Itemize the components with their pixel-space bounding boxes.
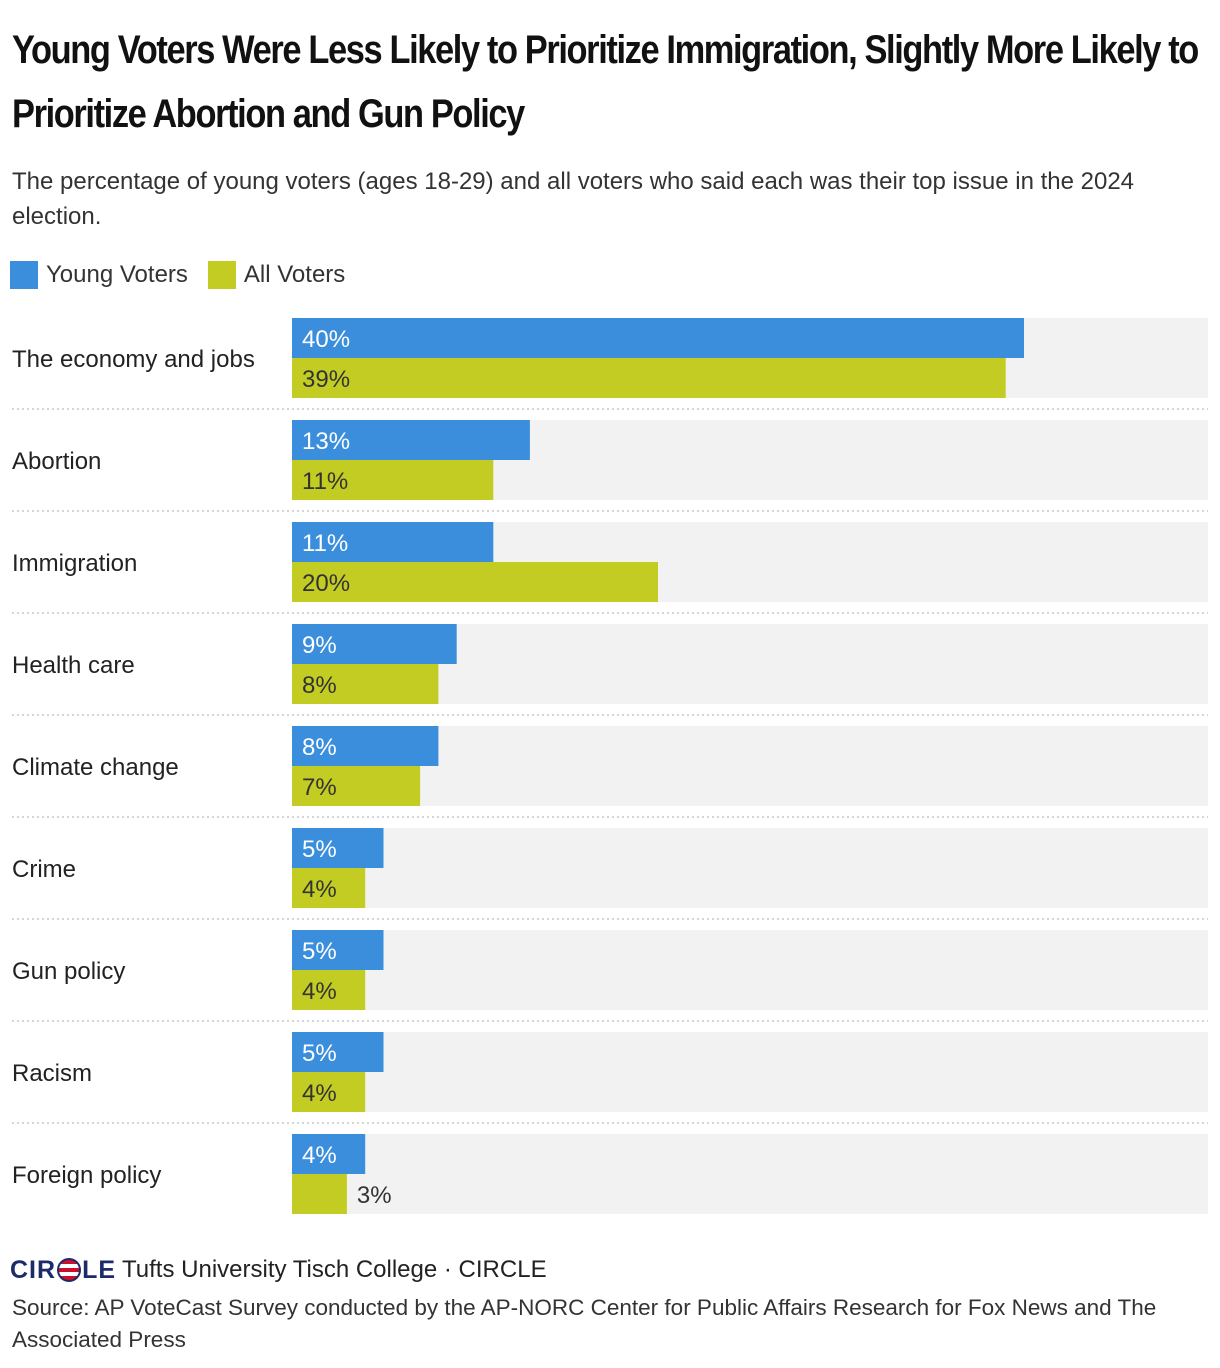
circle-logo: CIR LE [10,1256,116,1285]
data-label-young-the-economy-and-jobs: 40% [302,326,350,353]
legend-swatch-all [207,261,236,289]
chart-subtitle: The percentage of young voters (ages 18-… [12,168,1135,230]
data-label-all-gun-policy: 4% [302,978,337,1005]
data-label-all-climate-change: 7% [302,774,337,801]
bar-all-crime [292,868,366,908]
bar-all-racism [292,1072,366,1112]
bar-young-abortion [292,420,530,460]
data-label-all-immigration: 20% [302,570,350,597]
flag-icon [57,1258,82,1282]
bar-all-the-economy-and-jobs [292,358,1006,398]
category-label-foreign-policy: Foreign policy [12,1162,161,1189]
bar-young-crime [292,828,384,868]
data-label-young-climate-change: 8% [302,734,337,761]
bar-all-climate-change [292,766,421,806]
data-label-all-health-care: 8% [302,672,337,699]
bar-all-health-care [292,664,439,704]
category-label-abortion: Abortion [12,448,101,475]
category-label-immigration: Immigration [12,550,137,577]
category-label-health-care: Health care [12,652,135,679]
legend: Young Voters All Voters [10,258,345,292]
data-label-young-abortion: 13% [302,428,350,455]
bar-all-abortion [292,460,494,500]
footer-brand: CIR LE Tufts University Tisch College · C… [10,1252,547,1288]
category-label-racism: Racism [12,1060,92,1087]
logo-text-right: LE [82,1255,117,1284]
data-label-young-racism: 5% [302,1040,337,1067]
legend-label-young: Young Voters [46,261,188,288]
data-label-young-gun-policy: 5% [302,938,337,965]
source-note: Source: AP VoteCast Survey conducted by … [12,1295,1157,1352]
bar-young-immigration [292,522,494,562]
chart-title: Young Voters Were Less Likely to Priorit… [12,28,1199,136]
bar-track-racism [292,1032,1208,1112]
category-label-crime: Crime [12,856,76,883]
category-label-the-economy-and-jobs: The economy and jobs [12,346,255,373]
data-label-all-crime: 4% [302,876,337,903]
bar-young-foreign-policy [292,1134,366,1174]
bar-all-gun-policy [292,970,366,1010]
category-label-gun-policy: Gun policy [12,958,125,985]
data-label-young-foreign-policy: 4% [302,1142,337,1169]
legend-item-all: All Voters [207,261,346,289]
bar-young-gun-policy [292,930,384,970]
brand-label: Tufts University Tisch College · CIRCLE [122,1256,547,1283]
bar-track-climate-change [292,726,1208,806]
data-label-all-abortion: 11% [302,468,348,495]
bar-all-immigration [292,562,658,602]
data-label-young-crime: 5% [302,836,337,863]
bar-young-racism [292,1032,384,1072]
logo-text-left: CIR [10,1255,57,1284]
data-label-all-foreign-policy: 3% [357,1182,392,1209]
bar-young-climate-change [292,726,439,766]
legend-label-all: All Voters [243,261,346,288]
data-label-young-health-care: 9% [302,632,337,659]
bar-all-foreign-policy [292,1174,347,1214]
data-label-all-the-economy-and-jobs: 39% [302,366,350,393]
bar-track-crime [292,828,1208,908]
bar-track-foreign-policy [292,1134,1208,1214]
bar-track-gun-policy [292,930,1208,1010]
data-label-all-racism: 4% [302,1080,337,1107]
bar-young-health-care [292,624,457,664]
bar-chart: The economy and jobs 40% 39% Abortion 13% 11%… [12,318,1208,1214]
bar-young-the-economy-and-jobs [292,318,1024,358]
category-label-climate-change: Climate change [12,754,179,781]
legend-item-young: Young Voters [10,261,188,289]
legend-swatch-young [10,261,38,289]
data-label-young-immigration: 11% [302,530,348,557]
